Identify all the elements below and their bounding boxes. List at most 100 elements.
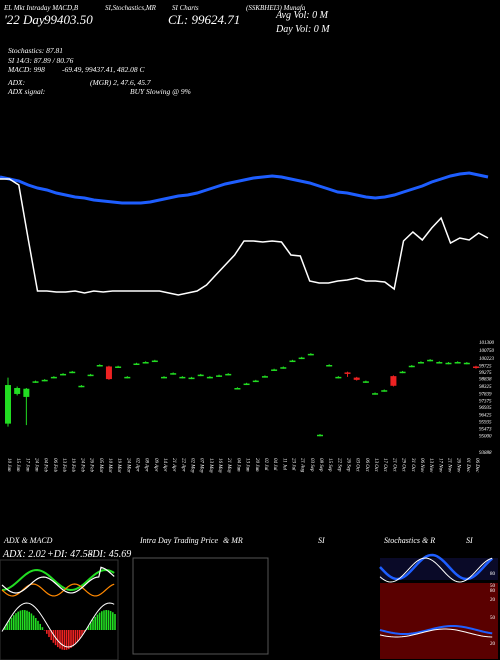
x-date-label: 02 Jul [263, 458, 268, 471]
candle-body [206, 376, 213, 379]
y-tick-label: 95935 [479, 421, 492, 426]
candle-body [78, 385, 85, 388]
x-date-label: 13 Feb [61, 458, 66, 473]
x-date-label: 13 Jun [245, 458, 250, 472]
macd-bar [13, 615, 15, 630]
x-date-label: 21 Aug [300, 458, 305, 473]
candle-body [307, 353, 314, 356]
x-date-label: 13 Oct [373, 458, 378, 472]
macd-bar [63, 630, 66, 650]
candle-body [170, 373, 177, 375]
candle-body [427, 359, 434, 362]
candle-body [87, 374, 94, 377]
macd-bar [65, 630, 68, 650]
candle-body [14, 388, 21, 394]
intraday-subtitle: & MR [223, 536, 243, 545]
macd-bar [39, 623, 41, 630]
macd-bar [72, 630, 74, 647]
candle-body [142, 362, 149, 364]
header-col3: SI Charts [172, 4, 199, 12]
stoch-title: Stochastics & R [384, 536, 436, 545]
candle-body [463, 362, 470, 365]
candle-body [115, 366, 122, 368]
x-date-label: 22 Sep [336, 458, 341, 472]
macd-bar [70, 630, 72, 648]
x-date-label: 03 Sep [309, 458, 314, 472]
x-date-label: 10 Mar [107, 458, 112, 473]
macd-bar [32, 615, 35, 630]
y-tick-label: 100750 [479, 349, 495, 354]
macd-bar [10, 617, 13, 630]
candle-body [390, 376, 397, 386]
x-date-label: 29 Oct [401, 458, 406, 472]
macd-bar [46, 630, 48, 634]
stochastics-text: Stochastics: 87.81 [8, 46, 63, 55]
candle-body [23, 388, 30, 397]
x-date-label: 05 Mar [98, 458, 103, 473]
x-date-label: 02 May [190, 458, 195, 474]
macd-bar [109, 610, 112, 630]
macd-bar [35, 618, 37, 630]
y-tick-label: 99725 [479, 364, 492, 369]
candle-body [60, 373, 67, 376]
y-tick-label: 98838 [479, 378, 492, 383]
x-date-label: 24 Feb [79, 458, 84, 473]
macd-bar [112, 612, 114, 630]
x-date-label: 15 Jan [15, 458, 20, 472]
macd-bar [83, 630, 85, 633]
candle-body [188, 377, 195, 380]
x-date-label: 04 Jun [235, 458, 240, 472]
stoch-panel-bg [380, 558, 498, 580]
macd-bar [114, 614, 116, 630]
x-date-label: 10 Jan [6, 458, 11, 472]
stoch-tick: 20 [490, 598, 496, 603]
candle-body [124, 376, 131, 379]
intraday-extra: SI [318, 536, 325, 545]
macd-bar [79, 630, 81, 639]
macd-bar [43, 630, 46, 631]
y-tick-label: 93888 [479, 451, 492, 456]
candle-body [408, 365, 415, 368]
macd-bar [76, 630, 79, 642]
macd-bar [15, 613, 17, 630]
candle-body [234, 388, 241, 390]
macd-bar [6, 623, 8, 630]
macd-bar [96, 614, 99, 630]
candle-body [372, 393, 379, 395]
y-tick-label: 96935 [479, 406, 492, 411]
x-date-label: 01 Dec [465, 458, 470, 473]
adx-signal-value: BUY Slowing @ 9% [130, 87, 191, 96]
x-date-label: 13 May [208, 458, 213, 474]
candle-body [225, 373, 232, 376]
x-date-label: 21 Nov [446, 458, 451, 473]
header-col4: (SSKBHEI3) Munafa [246, 4, 306, 12]
candle-body [96, 365, 103, 367]
macd-bar [105, 610, 107, 630]
macd-bar [52, 630, 55, 643]
x-date-label: 16 May [217, 458, 222, 474]
macd-bar [4, 626, 6, 630]
price-label: '22 Day [4, 12, 45, 27]
macd-bar [92, 619, 94, 630]
x-date-label: 06 Dec [474, 458, 479, 473]
x-date-label: 02 Apr [134, 458, 139, 472]
x-date-label: 19 Mar [116, 458, 121, 473]
stoch-extra: SI [466, 536, 473, 545]
candle-body [417, 362, 424, 364]
rsi-panel-bg [380, 583, 498, 659]
adx-values: (MGR) 2, 47.6, 45.7 [90, 78, 151, 87]
x-date-label: 26 Nov [456, 458, 461, 473]
intraday-title: Intra Day Trading Price [140, 536, 218, 545]
x-date-label: 06 Oct [364, 458, 369, 472]
x-date-label: 21 Oct [391, 458, 396, 472]
candle-body [5, 385, 11, 424]
x-date-label: 04 Feb [43, 458, 48, 473]
di-plus-text: +DI: 47.58 [47, 549, 93, 560]
macd-bar [101, 611, 103, 630]
macd-bar [21, 610, 24, 630]
stoch-tick: 80 [490, 572, 496, 577]
y-tick-label: 96425 [479, 413, 492, 418]
header-col1: EL Mkt Intraday MACD,B [4, 4, 79, 12]
x-date-label: 15 Sep [327, 458, 332, 472]
